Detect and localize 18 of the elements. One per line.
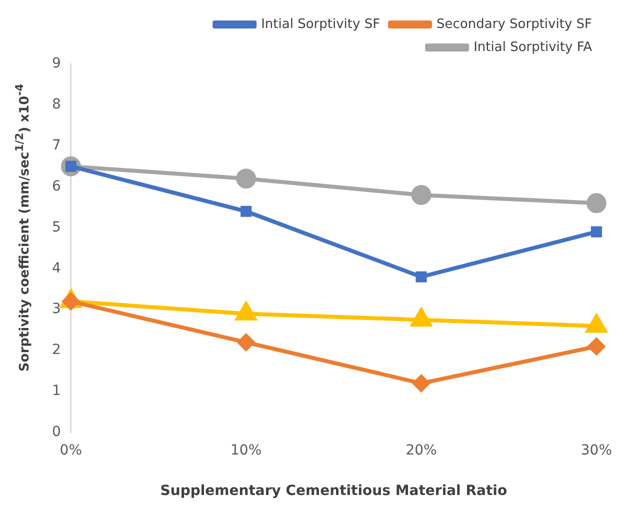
x-tick-label: 30% [580,442,612,458]
x-tick-label: 0% [60,442,82,458]
y-tick-label: 1 [52,383,61,400]
legend-label: Intial Sorptivity SF [261,16,380,32]
y-tick-label: 6 [52,178,61,194]
x-tick-label: 20% [406,442,437,458]
y-tick-label: 9 [52,56,61,72]
y-tick-label: 0 [52,424,61,440]
y-tick-label: 4 [52,260,61,276]
y-tick-label: 8 [52,96,61,113]
y-tick-label: 5 [52,219,61,236]
legend-label: Secondary Sorptivity SF [436,16,592,32]
legend-label: Intial Sorptivity FA [474,40,592,55]
x-axis-title: Supplementary Cementitious Material Ratio [160,483,508,500]
y-tick-label: 7 [52,138,61,154]
x-tick-label: 10% [230,442,262,458]
y-tick-label: 3 [52,301,61,318]
y-tick-label: 2 [52,342,61,358]
